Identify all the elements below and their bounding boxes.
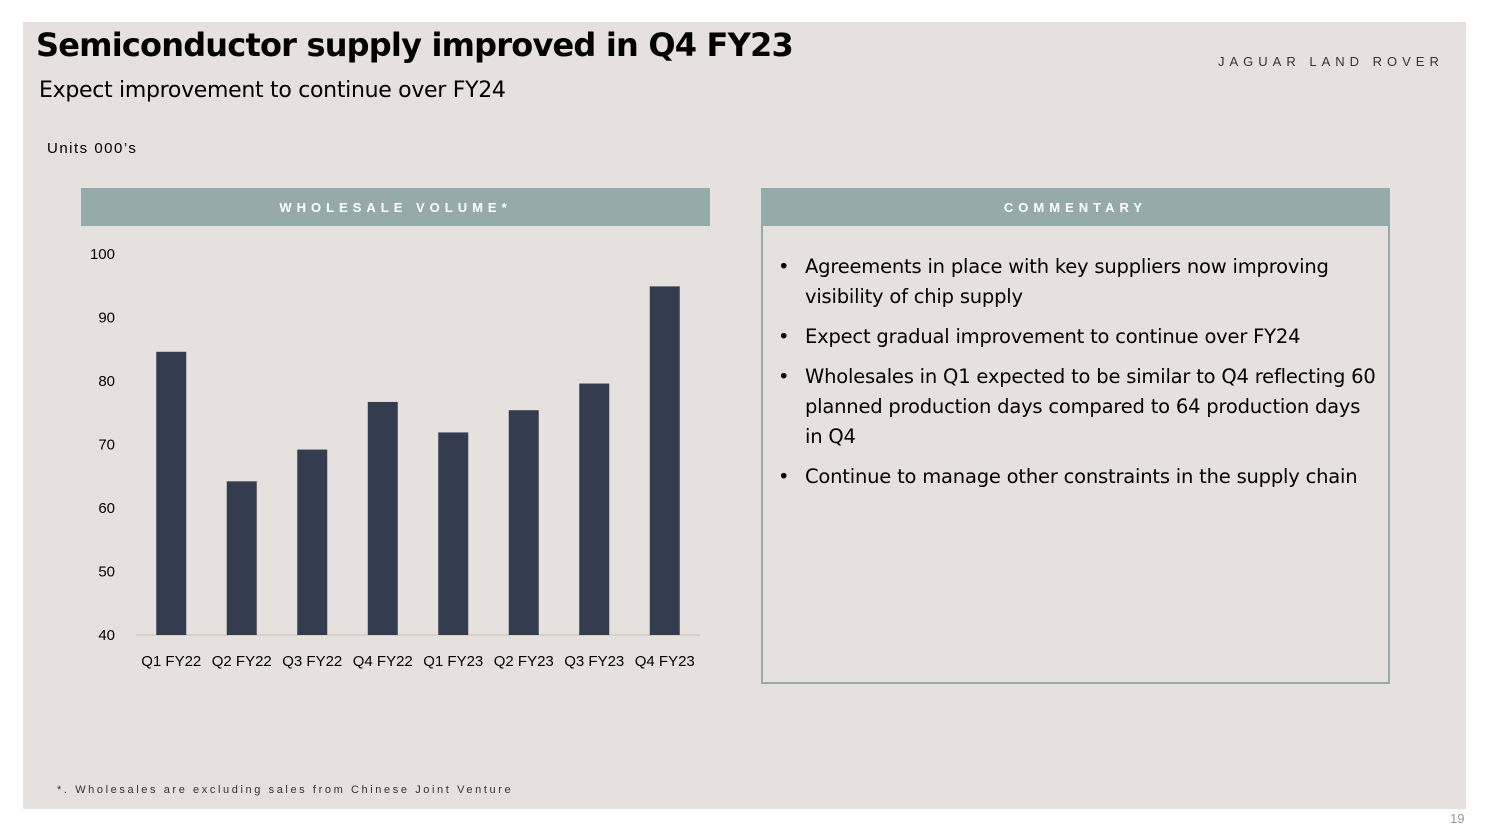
x-tick-label: Q3 FY22 <box>282 653 342 670</box>
bar <box>649 286 680 635</box>
bar <box>367 401 398 635</box>
y-tick-label: 60 <box>98 500 115 517</box>
commentary-item: Wholesales in Q1 expected to be similar … <box>778 362 1378 452</box>
x-tick-label: Q3 FY23 <box>564 653 624 670</box>
page-title: Semiconductor supply improved in Q4 FY23 <box>36 26 794 64</box>
commentary-item: Continue to manage other constraints in … <box>778 462 1378 492</box>
x-tick-label: Q2 FY22 <box>212 653 272 670</box>
chart-panel-header: WHOLESALE VOLUME* <box>81 188 710 226</box>
units-label: Units 000’s <box>47 140 138 157</box>
x-tick-label: Q2 FY23 <box>494 653 554 670</box>
commentary-list: Agreements in place with key suppliers n… <box>763 226 1388 492</box>
y-tick-label: 90 <box>98 310 115 327</box>
bar <box>297 449 328 635</box>
commentary-item: Agreements in place with key suppliers n… <box>778 252 1378 312</box>
y-tick-label: 50 <box>98 564 115 581</box>
brand-logo-text: JAGUAR LAND ROVER <box>1218 54 1444 69</box>
y-tick-label: 70 <box>98 437 115 454</box>
x-tick-label: Q4 FY23 <box>635 653 695 670</box>
wholesale-volume-chart: 40 50 60 70 80 90 100 Q1 FY22 Q2 FY22 Q3 FY22 Q4 F… <box>90 246 700 670</box>
y-tick-label: 100 <box>90 246 115 263</box>
y-tick-label: 80 <box>98 373 115 390</box>
bar <box>579 383 610 635</box>
x-tick-label: Q1 FY23 <box>423 653 483 670</box>
page-number: 19 <box>1450 811 1465 826</box>
bar <box>156 351 187 635</box>
bar <box>438 432 469 635</box>
commentary-header: COMMENTARY <box>761 188 1390 226</box>
slide: Semiconductor supply improved in Q4 FY23… <box>23 22 1466 809</box>
page-subtitle: Expect improvement to continue over FY24 <box>39 78 506 103</box>
x-tick-label: Q4 FY22 <box>353 653 413 670</box>
y-tick-label: 40 <box>98 627 115 644</box>
commentary-item: Expect gradual improvement to continue o… <box>778 322 1378 352</box>
commentary-box: Agreements in place with key suppliers n… <box>761 226 1390 684</box>
bar <box>226 481 257 635</box>
footnote: *. Wholesales are excluding sales from C… <box>57 784 514 796</box>
x-tick-label: Q1 FY22 <box>141 653 201 670</box>
bar <box>508 410 539 635</box>
